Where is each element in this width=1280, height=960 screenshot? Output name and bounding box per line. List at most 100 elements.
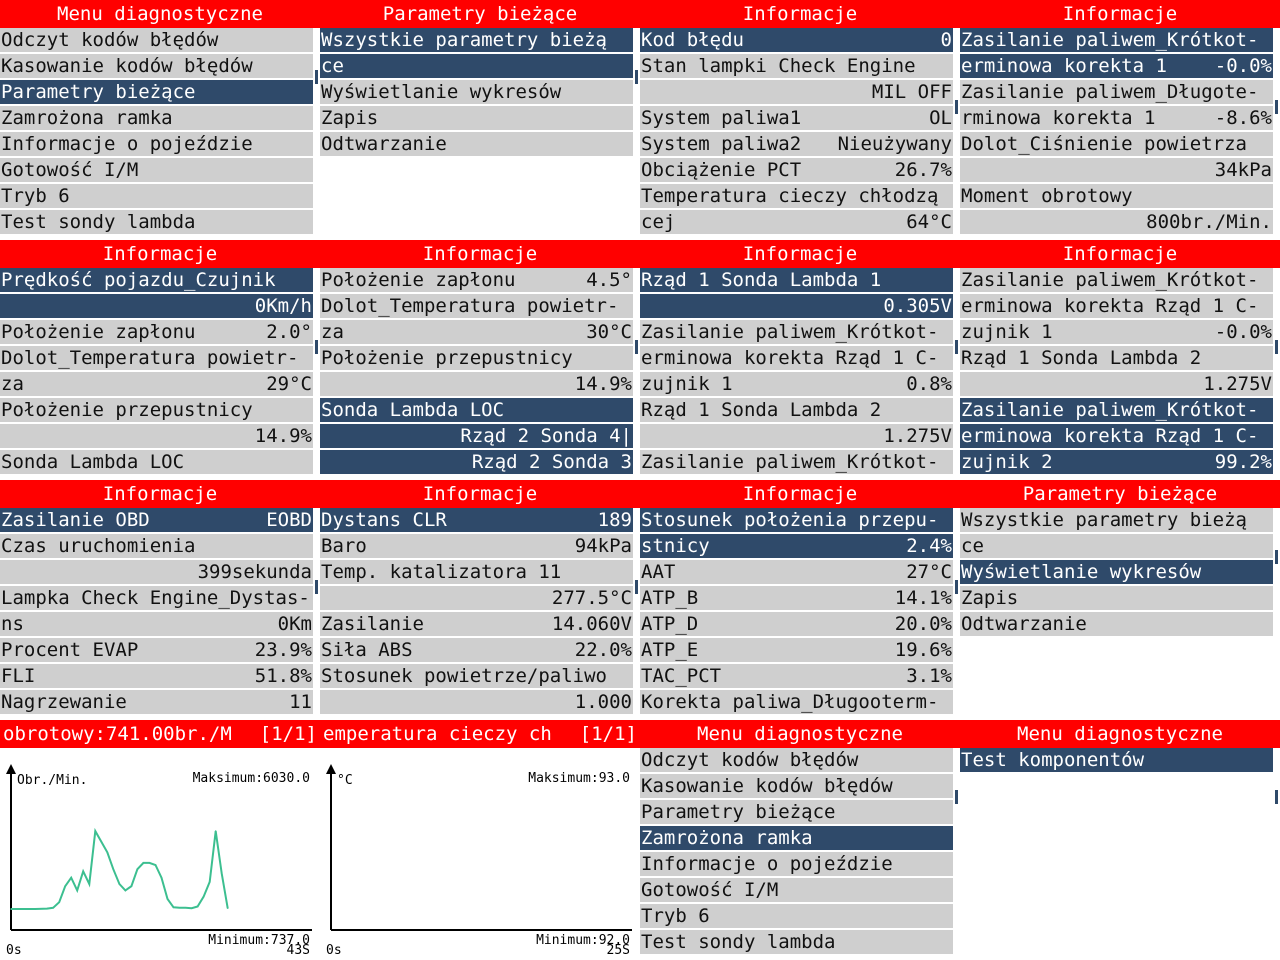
info-row[interactable]: Prędkość pojazdu_Czujnik (0, 268, 313, 292)
info-row[interactable]: FLI 51.8% (0, 664, 313, 688)
menu-item[interactable]: Tryb 6 (640, 904, 953, 928)
info-row[interactable]: 0.305V (640, 294, 953, 318)
info-row[interactable]: 399sekunda (0, 560, 313, 584)
info-row[interactable]: Korekta paliwa_Długooterm- (640, 690, 953, 714)
info-row[interactable]: TAC_PCT 3.1% (640, 664, 953, 688)
scrollbar-thumb[interactable] (955, 580, 958, 594)
info-row[interactable]: ns 0Km (0, 612, 313, 636)
menu-item[interactable]: Wyświetlanie wykresów (960, 560, 1273, 584)
menu-item[interactable]: Odtwarzanie (960, 612, 1273, 636)
info-row[interactable]: stnicy 2.4% (640, 534, 953, 558)
menu-item[interactable]: Gotowość I/M (640, 878, 953, 902)
info-row[interactable]: Zasilanie paliwem_Długote- (960, 80, 1273, 104)
menu-item[interactable]: Parametry bieżące (640, 800, 953, 824)
info-row[interactable]: ATP_B 14.1% (640, 586, 953, 610)
info-row[interactable]: MIL OFF (640, 80, 953, 104)
info-row[interactable]: Rząd 2 Sonda 3 (320, 450, 633, 474)
info-row[interactable]: Sonda Lambda LOC (320, 398, 633, 422)
info-row[interactable]: zujnik 1 -0.0% (960, 320, 1273, 344)
info-row[interactable]: erminowa korekta Rząd 1 C- (960, 424, 1273, 448)
menu-item[interactable]: Parametry bieżące (0, 80, 313, 104)
info-row[interactable]: Rząd 1 Sonda Lambda 2 (640, 398, 953, 422)
info-row[interactable]: Położenie przepustnicy (320, 346, 633, 370)
scrollbar-thumb[interactable] (635, 70, 638, 84)
info-row[interactable]: 1.275V (640, 424, 953, 448)
info-row[interactable]: ATP_E 19.6% (640, 638, 953, 662)
info-row[interactable]: Czas uruchomienia (0, 534, 313, 558)
menu-item[interactable]: Test sondy lambda (640, 930, 953, 954)
info-row[interactable]: zujnik 1 0.8% (640, 372, 953, 396)
info-row[interactable]: Stosunek powietrze/paliwo (320, 664, 633, 688)
info-row[interactable]: 1.275V (960, 372, 1273, 396)
scrollbar-thumb[interactable] (1275, 790, 1278, 804)
menu-item[interactable]: Gotowość I/M (0, 158, 313, 182)
info-row[interactable]: za 29°C (0, 372, 313, 396)
menu-item[interactable]: ce (320, 54, 633, 78)
info-row[interactable]: 1.000 (320, 690, 633, 714)
info-row[interactable]: Moment obrotowy (960, 184, 1273, 208)
menu-item[interactable]: Odtwarzanie (320, 132, 633, 156)
info-row[interactable]: Baro 94kPa (320, 534, 633, 558)
info-row[interactable]: Rząd 2 Sonda 4| (320, 424, 633, 448)
info-row[interactable]: Dolot_Ciśnienie powietrza (960, 132, 1273, 156)
info-row[interactable]: Zasilanie OBD EOBD (0, 508, 313, 532)
info-row[interactable]: rminowa korekta 1 -8.6% (960, 106, 1273, 130)
info-row[interactable]: Sonda Lambda LOC (0, 450, 313, 474)
menu-item[interactable]: Wyświetlanie wykresów (320, 80, 633, 104)
info-row[interactable]: Temp. katalizatora 11 (320, 560, 633, 584)
info-row[interactable]: Rząd 1 Sonda Lambda 1 (640, 268, 953, 292)
menu-item[interactable]: Informacje o pojeździe (0, 132, 313, 156)
info-row[interactable]: 277.5°C (320, 586, 633, 610)
info-row[interactable]: 0Km/h (0, 294, 313, 318)
scrollbar-thumb[interactable] (955, 340, 958, 354)
info-row[interactable]: Nagrzewanie 11 (0, 690, 313, 714)
menu-item[interactable]: ce (960, 534, 1273, 558)
info-row[interactable]: Położenie zapłonu 2.0° (0, 320, 313, 344)
info-row[interactable]: 34kPa (960, 158, 1273, 182)
menu-item[interactable]: Test komponentów (960, 748, 1273, 772)
menu-item[interactable]: Zamrożona ramka (0, 106, 313, 130)
scrollbar-thumb[interactable] (1275, 100, 1278, 114)
info-row[interactable]: Położenie przepustnicy (0, 398, 313, 422)
info-row[interactable]: Stan lampki Check Engine (640, 54, 953, 78)
menu-item[interactable]: Zamrożona ramka (640, 826, 953, 850)
info-row[interactable]: Zasilanie 14.060V (320, 612, 633, 636)
menu-item[interactable]: Kasowanie kodów błędów (0, 54, 313, 78)
info-row[interactable]: 14.9% (0, 424, 313, 448)
info-row[interactable]: Zasilanie paliwem_Krótkot- (640, 320, 953, 344)
info-row[interactable]: Lampka Check Engine_Dystas- (0, 586, 313, 610)
menu-item[interactable]: Test sondy lambda (0, 210, 313, 234)
info-row[interactable]: Dolot_Temperatura powietr- (0, 346, 313, 370)
info-row[interactable]: Procent EVAP 23.9% (0, 638, 313, 662)
info-row[interactable]: Stosunek położenia przepu- (640, 508, 953, 532)
menu-item[interactable]: Kasowanie kodów błędów (640, 774, 953, 798)
info-row[interactable]: Rząd 1 Sonda Lambda 2 (960, 346, 1273, 370)
menu-item[interactable]: Wszystkie parametry bieżą (320, 28, 633, 52)
scrollbar-thumb[interactable] (635, 580, 638, 594)
info-row[interactable]: Zasilanie paliwem_Krótkot- (960, 398, 1273, 422)
info-row[interactable]: Dolot_Temperatura powietr- (320, 294, 633, 318)
info-row[interactable]: za 30°C (320, 320, 633, 344)
info-row[interactable]: 800br./Min. (960, 210, 1273, 234)
scrollbar-thumb[interactable] (635, 340, 638, 354)
menu-item[interactable]: Zapis (960, 586, 1273, 610)
info-row[interactable]: erminowa korekta Rząd 1 C- (640, 346, 953, 370)
menu-item[interactable]: Odczyt kodów błędów (0, 28, 313, 52)
info-row[interactable]: zujnik 2 99.2% (960, 450, 1273, 474)
menu-item[interactable]: Odczyt kodów błędów (640, 748, 953, 772)
info-row[interactable]: Siła ABS 22.0% (320, 638, 633, 662)
info-row[interactable]: Kod błędu 0 (640, 28, 953, 52)
info-row[interactable]: cej 64°C (640, 210, 953, 234)
menu-item[interactable]: Zapis (320, 106, 633, 130)
menu-item[interactable]: Informacje o pojeździe (640, 852, 953, 876)
scrollbar-thumb[interactable] (315, 580, 318, 594)
info-row[interactable]: Zasilanie paliwem_Krótkot- (960, 28, 1273, 52)
info-row[interactable]: Obciążenie PCT 26.7% (640, 158, 953, 182)
scrollbar-thumb[interactable] (1275, 550, 1278, 564)
scrollbar-thumb[interactable] (955, 790, 958, 804)
scrollbar-thumb[interactable] (315, 70, 318, 84)
info-row[interactable]: Położenie zapłonu 4.5° (320, 268, 633, 292)
scrollbar-thumb[interactable] (955, 100, 958, 114)
menu-item[interactable]: Wszystkie parametry bieżą (960, 508, 1273, 532)
info-row[interactable]: 14.9% (320, 372, 633, 396)
